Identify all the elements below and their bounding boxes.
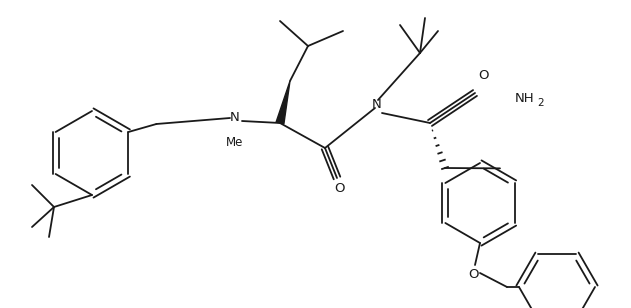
- Text: O: O: [478, 68, 488, 82]
- Text: O: O: [334, 181, 345, 194]
- Text: NH: NH: [515, 91, 534, 104]
- Text: 2: 2: [537, 98, 544, 108]
- Text: N: N: [230, 111, 240, 124]
- Polygon shape: [276, 81, 290, 124]
- Text: O: O: [468, 269, 478, 282]
- Text: N: N: [372, 98, 382, 111]
- Text: Me: Me: [227, 136, 244, 148]
